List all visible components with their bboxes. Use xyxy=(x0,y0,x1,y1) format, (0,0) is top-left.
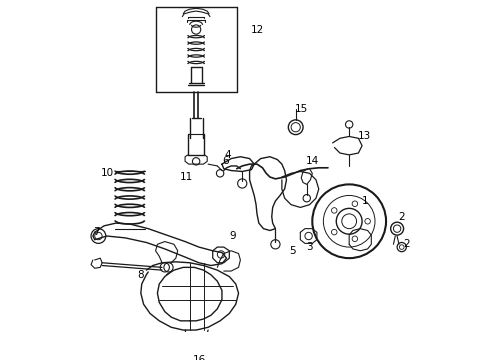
Text: 8: 8 xyxy=(138,270,144,280)
Text: 2: 2 xyxy=(398,212,405,222)
Text: 14: 14 xyxy=(306,156,319,166)
Text: 12: 12 xyxy=(250,24,264,35)
Text: 15: 15 xyxy=(294,104,308,114)
Text: 13: 13 xyxy=(358,131,371,141)
Text: 7: 7 xyxy=(93,227,100,237)
Text: 6: 6 xyxy=(222,156,229,166)
Text: 4: 4 xyxy=(224,150,231,160)
Text: 16: 16 xyxy=(193,355,206,360)
Text: 9: 9 xyxy=(230,231,236,241)
Text: 10: 10 xyxy=(101,168,114,178)
Text: 3: 3 xyxy=(306,242,313,252)
Text: 1: 1 xyxy=(362,196,368,206)
Text: 5: 5 xyxy=(289,246,295,256)
Text: 11: 11 xyxy=(180,172,194,182)
Text: 2: 2 xyxy=(403,239,410,249)
